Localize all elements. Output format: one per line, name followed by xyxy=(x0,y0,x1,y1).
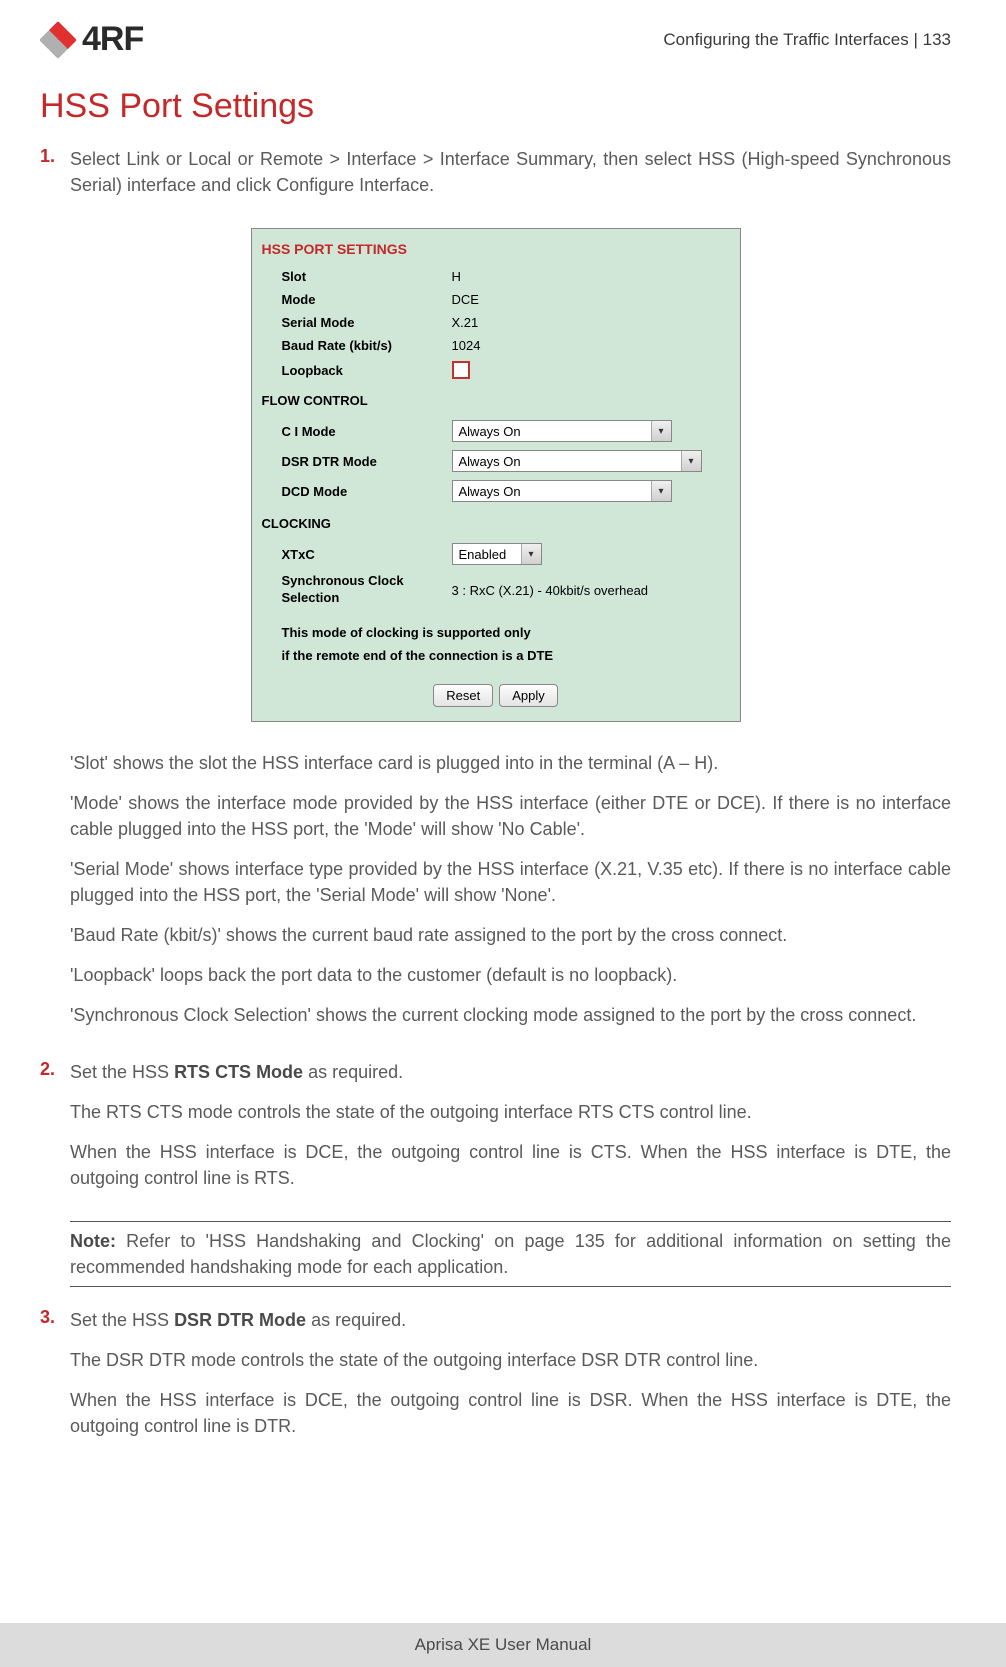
step-2-number: 2. xyxy=(40,1059,70,1205)
panel-title: HSS PORT SETTINGS xyxy=(262,241,730,257)
row-mode: Mode DCE xyxy=(262,288,730,311)
value-serial-mode: X.21 xyxy=(452,315,479,330)
header: 4RF Configuring the Traffic Interfaces |… xyxy=(40,20,951,59)
value-mode: DCE xyxy=(452,292,479,307)
dsr-dtr-mode-value: Always On xyxy=(453,454,681,469)
step-2-p1: The RTS CTS mode controls the state of t… xyxy=(70,1099,951,1125)
label-mode: Mode xyxy=(282,292,452,307)
ci-mode-dropdown[interactable]: Always On ▾ xyxy=(452,420,672,442)
row-sync-clock: Synchronous Clock Selection 3 : RxC (X.2… xyxy=(262,569,730,611)
footer: Aprisa XE User Manual xyxy=(0,1623,1006,1667)
logo: 4RF xyxy=(40,20,143,59)
chevron-down-icon: ▾ xyxy=(651,481,671,501)
step-2: 2. Set the HSS RTS CTS Mode as required.… xyxy=(40,1059,951,1205)
descr-sync: 'Synchronous Clock Selection' shows the … xyxy=(70,1002,951,1028)
apply-button[interactable]: Apply xyxy=(499,684,558,707)
page-header-right: Configuring the Traffic Interfaces | 133 xyxy=(663,30,951,50)
ci-mode-value: Always On xyxy=(453,424,651,439)
label-sync-clock: Synchronous Clock Selection xyxy=(282,573,452,607)
step-1-number: 1. xyxy=(40,146,70,212)
row-serial-mode: Serial Mode X.21 xyxy=(262,311,730,334)
dcd-mode-dropdown[interactable]: Always On ▾ xyxy=(452,480,672,502)
step-2-p2: When the HSS interface is DCE, the outgo… xyxy=(70,1139,951,1191)
page-title: HSS Port Settings xyxy=(40,87,951,126)
row-xtxc: XTxC Enabled ▾ xyxy=(262,539,730,569)
descr-slot: 'Slot' shows the slot the HSS interface … xyxy=(70,750,951,776)
chevron-down-icon: ▾ xyxy=(521,544,541,564)
step-1: 1. Select Link or Local or Remote > Inte… xyxy=(40,146,951,212)
row-dsr-dtr-mode: DSR DTR Mode Always On ▾ xyxy=(262,446,730,476)
label-loopback: Loopback xyxy=(282,363,452,378)
value-sync-clock: 3 : RxC (X.21) - 40kbit/s overhead xyxy=(452,583,649,598)
panel-note-1: This mode of clocking is supported only xyxy=(262,621,730,644)
label-dcd-mode: DCD Mode xyxy=(282,484,452,499)
label-slot: Slot xyxy=(282,269,452,284)
label-ci-mode: C I Mode xyxy=(282,424,452,439)
note-box: Note: Refer to 'HSS Handshaking and Cloc… xyxy=(70,1221,951,1287)
reset-button[interactable]: Reset xyxy=(433,684,493,707)
step-3-p2: When the HSS interface is DCE, the outgo… xyxy=(70,1387,951,1439)
label-serial-mode: Serial Mode xyxy=(282,315,452,330)
label-baud: Baud Rate (kbit/s) xyxy=(282,338,452,353)
chevron-down-icon: ▾ xyxy=(681,451,701,471)
panel-note-2: if the remote end of the connection is a… xyxy=(262,644,730,667)
flow-control-title: FLOW CONTROL xyxy=(262,393,730,408)
row-loopback: Loopback xyxy=(262,357,730,383)
step-3-number: 3. xyxy=(40,1307,70,1453)
descr-serial: 'Serial Mode' shows interface type provi… xyxy=(70,856,951,908)
label-dsr-dtr-mode: DSR DTR Mode xyxy=(282,454,452,469)
dsr-dtr-mode-dropdown[interactable]: Always On ▾ xyxy=(452,450,702,472)
row-slot: Slot H xyxy=(262,265,730,288)
descr-baud: 'Baud Rate (kbit/s)' shows the current b… xyxy=(70,922,951,948)
xtxc-dropdown[interactable]: Enabled ▾ xyxy=(452,543,542,565)
step-3: 3. Set the HSS DSR DTR Mode as required.… xyxy=(40,1307,951,1453)
chevron-down-icon: ▾ xyxy=(651,421,671,441)
clocking-title: CLOCKING xyxy=(262,516,730,531)
value-baud: 1024 xyxy=(452,338,481,353)
step-1-text: Select Link or Local or Remote > Interfa… xyxy=(70,146,951,198)
dcd-mode-value: Always On xyxy=(453,484,651,499)
step-3-p1: The DSR DTR mode controls the state of t… xyxy=(70,1347,951,1373)
xtxc-value: Enabled xyxy=(453,547,521,562)
step-3-heading: Set the HSS DSR DTR Mode as required. xyxy=(70,1307,951,1333)
logo-text: 4RF xyxy=(82,20,143,59)
value-slot: H xyxy=(452,269,461,284)
row-ci-mode: C I Mode Always On ▾ xyxy=(262,416,730,446)
row-dcd-mode: DCD Mode Always On ▾ xyxy=(262,476,730,506)
descr-mode: 'Mode' shows the interface mode provided… xyxy=(70,790,951,842)
loopback-checkbox[interactable] xyxy=(452,361,470,379)
hss-settings-panel: HSS PORT SETTINGS Slot H Mode DCE Serial… xyxy=(251,228,741,722)
logo-icon xyxy=(40,22,76,58)
row-baud: Baud Rate (kbit/s) 1024 xyxy=(262,334,730,357)
description-block: 'Slot' shows the slot the HSS interface … xyxy=(40,750,951,1043)
step-2-heading: Set the HSS RTS CTS Mode as required. xyxy=(70,1059,951,1085)
label-xtxc: XTxC xyxy=(282,547,452,562)
descr-loopback: 'Loopback' loops back the port data to t… xyxy=(70,962,951,988)
